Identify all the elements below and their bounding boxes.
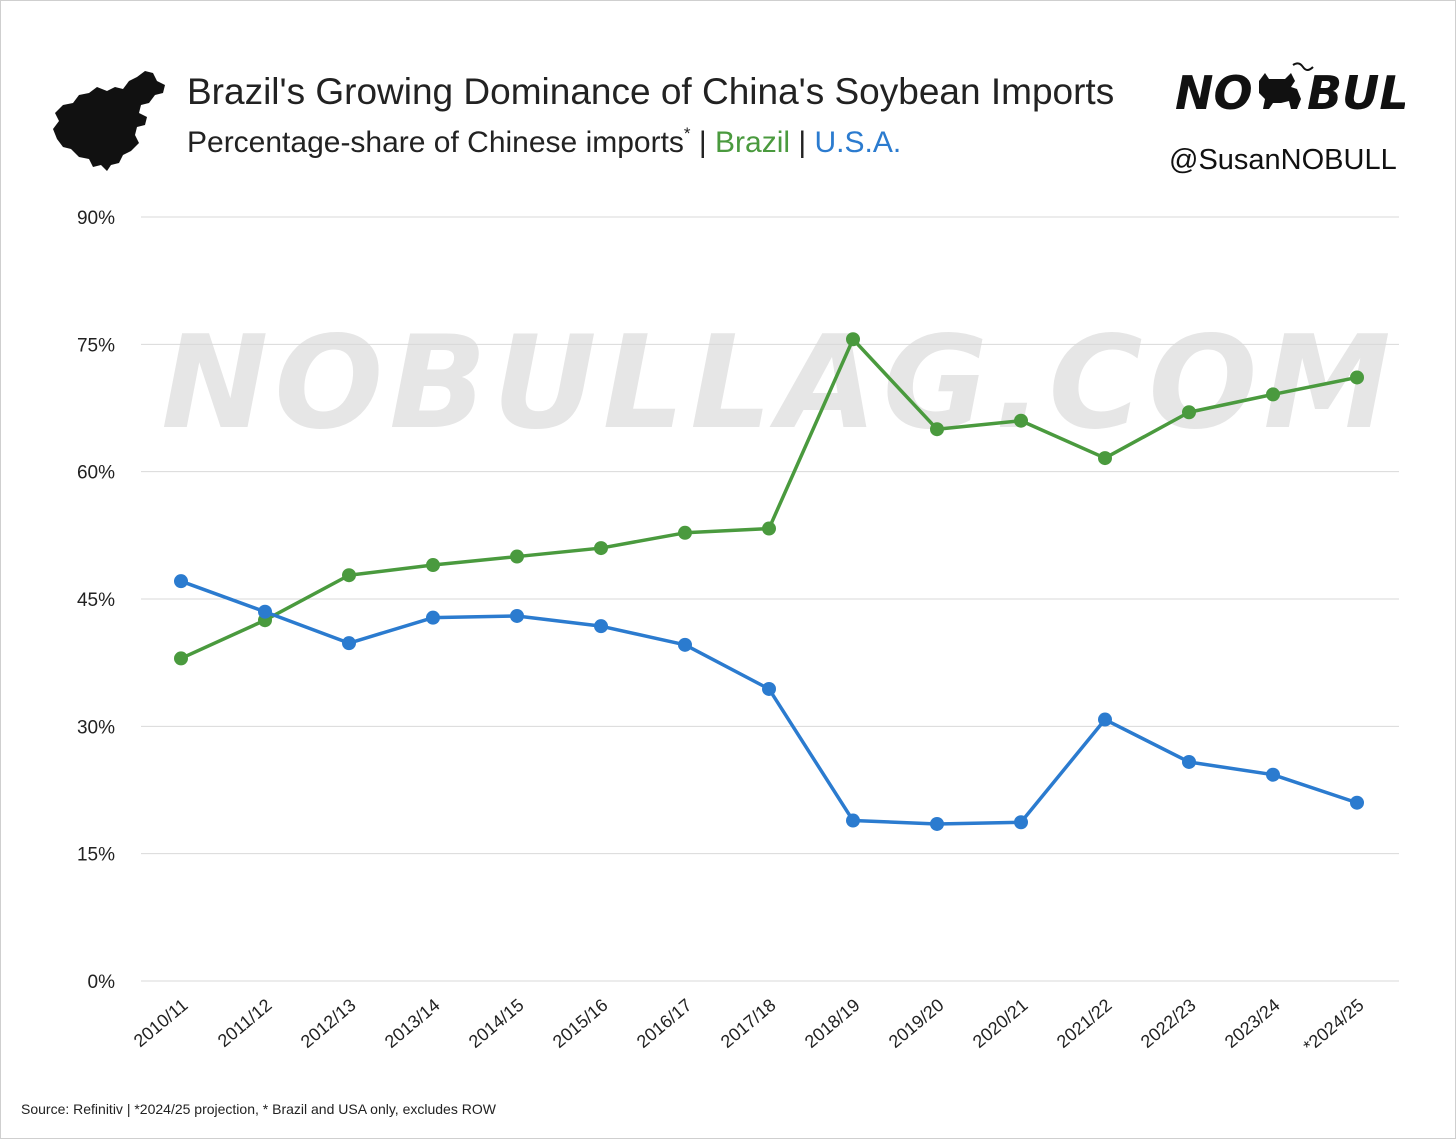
data-point-usa [1266, 767, 1280, 782]
data-point-usa [1182, 754, 1196, 769]
brand-text-right: BULL [1307, 66, 1405, 119]
watermark: NOBULLAG.COM [161, 309, 1396, 458]
data-point-brazil [1098, 451, 1112, 466]
series-lines [174, 332, 1364, 831]
data-point-brazil [762, 521, 776, 536]
x-tick-label: 2017/18 [717, 995, 780, 1052]
y-tick-label: 90% [77, 208, 115, 229]
data-point-usa [1014, 815, 1028, 830]
data-point-usa [1350, 795, 1364, 810]
x-tick-label: 2020/21 [969, 995, 1032, 1052]
y-tick-label: 60% [77, 463, 115, 484]
author-handle: @SusanNOBULL [1169, 144, 1397, 176]
y-axis-ticks: 0% 15% 30% 45% 60% 75% 90% [77, 208, 115, 993]
chart-title: Brazil's Growing Dominance of China's So… [187, 71, 1114, 113]
data-point-brazil [1350, 370, 1364, 385]
x-tick-label: 2011/12 [214, 995, 276, 1051]
x-tick-label: 2021/22 [1053, 995, 1116, 1052]
source-note: Source: Refinitiv | *2024/25 projection,… [21, 1101, 496, 1117]
subtitle-marker: * [683, 124, 691, 143]
data-point-usa [594, 619, 608, 634]
brand-logo: NO BULL [1175, 62, 1405, 119]
chart-title-text: Brazil's Growing Dominance of China's So… [187, 71, 1115, 112]
data-point-usa [510, 608, 524, 623]
bull-icon [1259, 62, 1314, 109]
x-tick-label: 2014/15 [465, 995, 528, 1052]
x-tick-label: 2012/13 [297, 995, 360, 1052]
x-axis-ticks: 2010/11 2011/12 2012/13 2013/14 2014/15 2015/… [130, 995, 1368, 1057]
line-chart: NOBULLAG.COM 0% 15% 30% 45% 60% 75% 90% 2010/1… [77, 208, 1399, 1057]
series-brazil [174, 332, 1364, 666]
data-point-brazil [1014, 413, 1028, 428]
data-point-brazil [930, 422, 944, 437]
data-point-usa [342, 636, 356, 651]
y-tick-label: 45% [77, 590, 115, 611]
data-point-usa [846, 813, 860, 828]
china-map-icon [53, 71, 165, 171]
data-point-usa [678, 637, 692, 652]
data-point-brazil [1266, 387, 1280, 402]
legend-brazil: Brazil [715, 126, 791, 159]
chart-subtitle: Percentage-share of Chinese imports* | B… [187, 124, 902, 160]
x-tick-label: 2023/24 [1221, 995, 1284, 1052]
y-tick-label: 0% [88, 972, 116, 993]
series-line-usa [180, 579, 1358, 826]
data-point-usa [1098, 712, 1112, 727]
data-point-brazil [174, 651, 188, 666]
data-point-usa [426, 610, 440, 625]
x-tick-label: 2013/14 [381, 995, 444, 1052]
x-tick-label: *2024/25 [1300, 995, 1368, 1057]
data-point-brazil [846, 332, 860, 347]
data-point-usa [174, 574, 188, 589]
data-point-usa [258, 604, 272, 619]
data-point-usa [762, 681, 776, 696]
x-tick-label: 2016/17 [633, 995, 696, 1052]
brand-text-left: NO [1175, 66, 1253, 119]
data-point-brazil [342, 568, 356, 583]
subtitle-separator-2: | [790, 126, 815, 159]
y-tick-label: 30% [77, 717, 115, 738]
x-tick-label: 2010/11 [130, 995, 192, 1051]
data-point-usa [930, 816, 944, 831]
x-tick-label: 2019/20 [885, 995, 948, 1052]
subtitle-text: Percentage-share of Chinese imports [187, 126, 684, 159]
x-tick-label: 2018/19 [801, 995, 864, 1052]
data-point-brazil [426, 558, 440, 573]
y-tick-label: 15% [77, 845, 115, 866]
data-point-brazil [510, 549, 524, 564]
data-point-brazil [1182, 405, 1196, 420]
subtitle-separator-1: | [690, 126, 716, 159]
series-usa [174, 574, 1364, 831]
x-tick-label: 2022/23 [1137, 995, 1200, 1052]
data-point-brazil [678, 525, 692, 540]
y-tick-label: 75% [77, 335, 115, 356]
x-tick-label: 2015/16 [549, 995, 612, 1052]
legend-usa: U.S.A. [814, 126, 902, 159]
data-point-brazil [594, 541, 608, 556]
gridlines [141, 216, 1399, 982]
